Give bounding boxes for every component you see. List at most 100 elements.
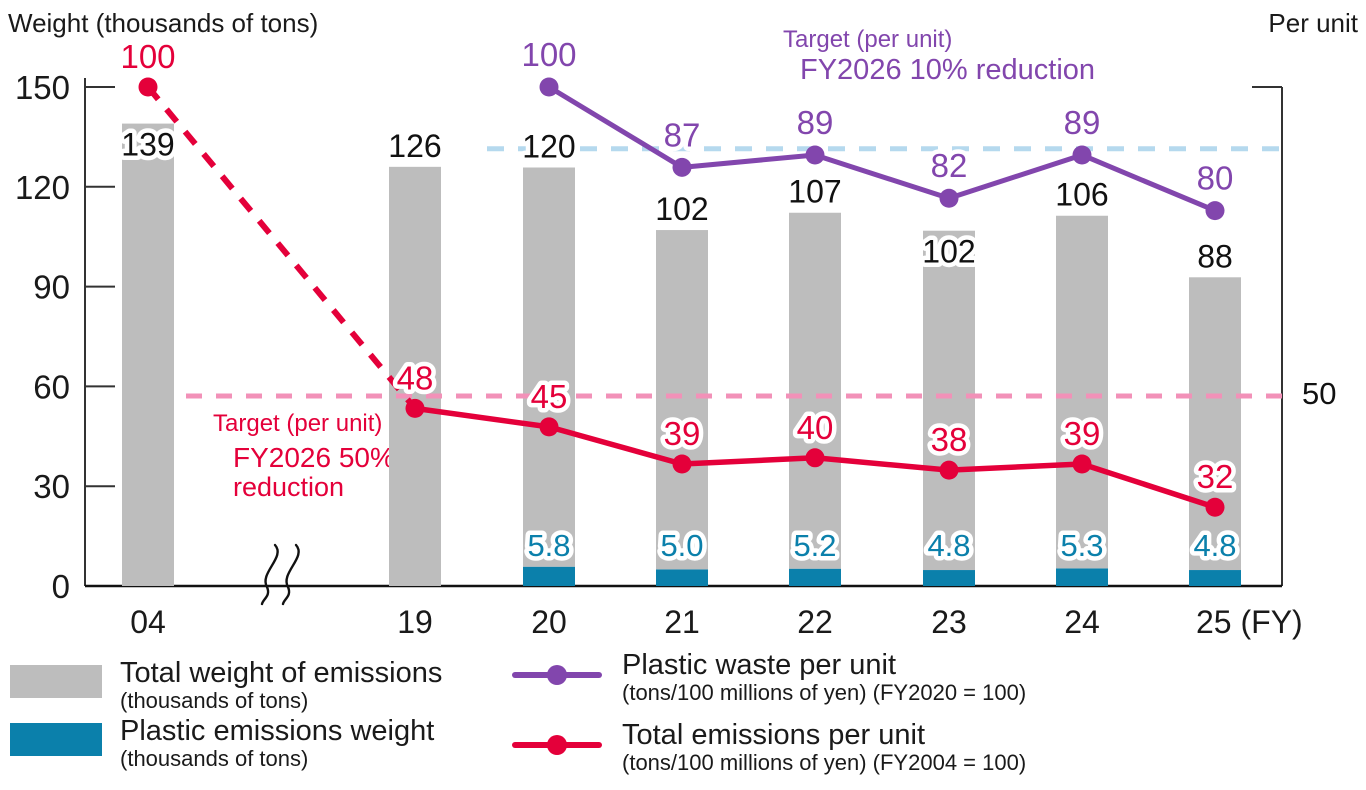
bar-label-total-23: 102 xyxy=(922,234,975,270)
legend-sublabel: (tons/100 millions of yen) (FY2020 = 100… xyxy=(622,680,1027,706)
bar-plastic-23 xyxy=(923,570,975,586)
bar-total-04 xyxy=(122,123,174,587)
purple-point-label-25: 80 xyxy=(1197,160,1234,197)
purple-line-swatch xyxy=(512,665,602,685)
bar-label-total-04: 139 xyxy=(121,127,174,163)
legend-item-plastic-per-unit: Plastic waste per unit (tons/100 million… xyxy=(512,650,1026,705)
red-target-annotation-line1: Target (per unit) xyxy=(213,410,383,437)
red-point xyxy=(539,417,559,437)
bar-plastic-22 xyxy=(789,568,841,586)
left-axis-tick-label: 30 xyxy=(33,468,70,505)
bar-plastic-25 xyxy=(1189,570,1241,586)
legend-sublabel: (thousands of tons) xyxy=(120,688,309,714)
red-line-dashed-segment xyxy=(145,85,418,411)
x-axis-label-21: 21 xyxy=(664,604,700,640)
x-axis-label-20: 20 xyxy=(531,604,567,640)
purple-target-annotation-line2: FY2026 10% reduction xyxy=(800,54,1096,86)
red-point xyxy=(405,398,425,418)
bar-label-total-22: 107 xyxy=(788,174,841,210)
red-point-label-20: 45 xyxy=(531,378,568,415)
legend-sublabel: (tons/100 millions of yen) (FY2004 = 100… xyxy=(622,750,1027,776)
bar-label-total-24: 106 xyxy=(1055,177,1108,213)
bar-total-19 xyxy=(389,166,441,586)
red-target-annotation-line3: reduction xyxy=(233,472,345,502)
bar-plastic-21 xyxy=(656,569,708,586)
purple-point-label-23: 82 xyxy=(931,147,968,184)
purple-point xyxy=(939,188,959,208)
bar-label-plastic-24: 5.3 xyxy=(1060,528,1103,563)
red-dot-icon xyxy=(547,735,567,755)
bar-label-total-20: 120 xyxy=(522,129,575,165)
red-point xyxy=(138,77,158,97)
legend-label: Total emissions per unit xyxy=(622,719,926,751)
x-axis-label-25: 25 (FY) xyxy=(1196,604,1303,640)
purple-point xyxy=(539,77,559,97)
x-axis-label-23: 23 xyxy=(931,604,967,640)
purple-point-label-24: 89 xyxy=(1064,104,1101,141)
axis-break-mark xyxy=(281,543,300,606)
purple-point-label-20: 100 xyxy=(521,36,576,73)
chart-plot-area: 0 30 60 90 120 150 139 100 126 48 120 5.8 100 45 102 5.… xyxy=(14,36,1303,640)
bar-label-plastic-23: 4.8 xyxy=(927,528,970,563)
bar-total-23 xyxy=(923,230,975,571)
left-axis-tick-label: 60 xyxy=(33,368,70,405)
purple-point xyxy=(805,145,825,165)
red-point-label-25: 32 xyxy=(1197,458,1234,495)
bar-total-21 xyxy=(656,230,708,570)
right-axis-title: Per unit xyxy=(1268,8,1358,38)
purple-dot-icon xyxy=(547,665,567,685)
legend-sublabel: (thousands of tons) xyxy=(120,746,309,772)
red-point xyxy=(805,448,825,468)
left-axis-tick-label: 0 xyxy=(52,568,70,605)
red-point-label-21: 39 xyxy=(664,415,701,452)
red-point-label-24: 39 xyxy=(1064,415,1101,452)
red-point xyxy=(939,460,959,480)
legend-label: Total weight of emissions xyxy=(120,657,443,689)
x-axis-label-04: 04 xyxy=(130,604,166,640)
bar-total-20 xyxy=(523,167,575,567)
x-axis-label-24: 24 xyxy=(1064,604,1100,640)
red-line-swatch xyxy=(512,735,602,755)
purple-point xyxy=(1205,201,1225,221)
bar-label-plastic-22: 5.2 xyxy=(793,528,836,563)
bar-plastic-20 xyxy=(523,566,575,586)
red-point xyxy=(672,454,692,474)
red-point xyxy=(1072,454,1092,474)
x-axis-label-19: 19 xyxy=(397,604,433,640)
red-point-label-04: 100 xyxy=(120,38,175,75)
purple-point-label-22: 89 xyxy=(797,104,834,141)
bar-total-25 xyxy=(1189,277,1241,571)
purple-point-label-21: 87 xyxy=(664,116,701,153)
right-axis-target-value: 50 xyxy=(1302,376,1337,411)
legend-label: Plastic emissions weight xyxy=(120,715,435,747)
red-point-label-22: 40 xyxy=(797,409,834,446)
bar-label-total-19: 126 xyxy=(388,128,441,164)
blue-bar-swatch xyxy=(10,723,102,756)
x-axis-label-22: 22 xyxy=(797,604,833,640)
bar-total-22 xyxy=(789,212,841,569)
legend-item-total-per-unit: Total emissions per unit (tons/100 milli… xyxy=(512,720,1026,775)
left-axis-tick-label: 120 xyxy=(15,169,70,206)
bar-label-plastic-20: 5.8 xyxy=(527,528,570,563)
bar-plastic-24 xyxy=(1056,568,1108,586)
legend-label: Plastic waste per unit xyxy=(622,649,897,681)
red-point-label-23: 38 xyxy=(931,421,968,458)
red-target-annotation-line2: FY2026 50% xyxy=(233,442,395,473)
red-point-label-19: 48 xyxy=(397,359,434,396)
bar-label-total-21: 102 xyxy=(655,191,708,227)
gray-bar-swatch xyxy=(10,665,102,698)
axis-break-mark xyxy=(260,543,279,606)
red-point xyxy=(1205,497,1225,517)
left-axis-title: Weight (thousands of tons) xyxy=(8,8,319,38)
bar-total-24 xyxy=(1056,215,1108,569)
legend-item-total-weight: Total weight of emissions (thousands of … xyxy=(10,658,442,713)
left-axis-tick-label: 90 xyxy=(33,269,70,306)
bar-label-plastic-25: 4.8 xyxy=(1193,528,1236,563)
left-axis-tick-label: 150 xyxy=(15,69,70,106)
legend-item-plastic-weight: Plastic emissions weight (thousands of t… xyxy=(10,716,434,771)
purple-target-annotation-line1: Target (per unit) xyxy=(783,26,953,53)
purple-point xyxy=(1072,145,1092,165)
purple-point xyxy=(672,157,692,177)
purple-line xyxy=(547,84,1216,213)
